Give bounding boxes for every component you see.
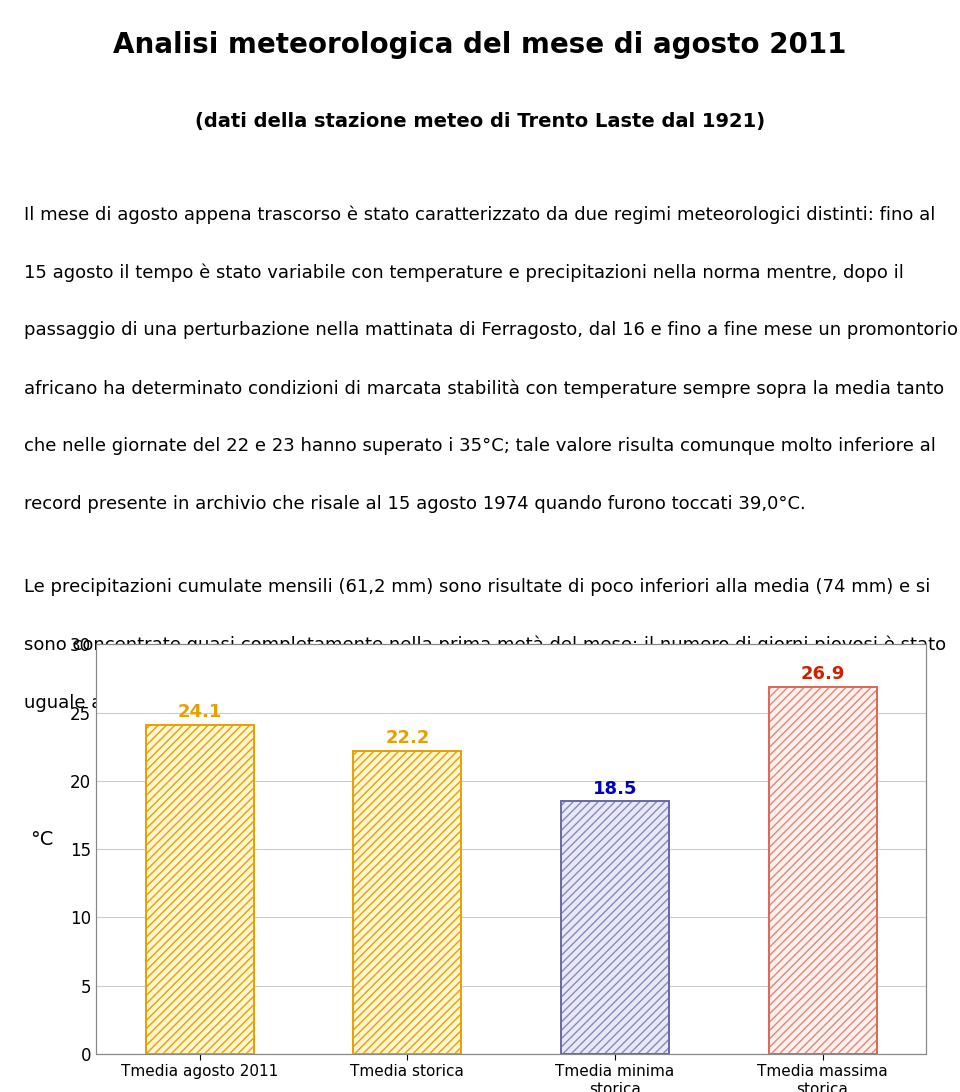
Bar (146, 725, 253, 1054)
Bar (353, 751, 462, 1054)
Bar (353, 751, 462, 1054)
Bar (146, 725, 253, 1054)
Text: 22.2: 22.2 (385, 729, 429, 747)
Text: 18.5: 18.5 (592, 780, 637, 798)
Text: africano ha determinato condizioni di marcata stabilità con temperature sempre s: africano ha determinato condizioni di ma… (24, 379, 944, 397)
Bar (561, 802, 669, 1054)
Text: passaggio di una perturbazione nella mattinata di Ferragosto, dal 16 e fino a fi: passaggio di una perturbazione nella mat… (24, 321, 958, 340)
Bar (561, 802, 669, 1054)
Bar (353, 751, 462, 1054)
Text: uguale alla media mensile che è pari a 8 giorni.: uguale alla media mensile che è pari a 8… (24, 693, 455, 712)
Text: Le precipitazioni cumulate mensili (61,2 mm) sono risultate di poco inferiori al: Le precipitazioni cumulate mensili (61,2… (24, 578, 930, 595)
Text: Analisi meteorologica del mese di agosto 2011: Analisi meteorologica del mese di agosto… (113, 32, 847, 59)
Text: (dati della stazione meteo di Trento Laste dal 1921): (dati della stazione meteo di Trento Las… (195, 112, 765, 131)
Bar (96, 644, 926, 1054)
Text: 26.9: 26.9 (801, 665, 845, 684)
Text: sono concentrate quasi completamente nella prima metà del mese; il numero di gio: sono concentrate quasi completamente nel… (24, 636, 947, 654)
Y-axis label: °C: °C (31, 830, 54, 850)
Text: 15 agosto il tempo è stato variabile con temperature e precipitazioni nella norm: 15 agosto il tempo è stato variabile con… (24, 263, 904, 282)
Text: 24.1: 24.1 (178, 703, 222, 722)
Bar (769, 687, 876, 1054)
Text: Il mese di agosto appena trascorso è stato caratterizzato da due regimi meteorol: Il mese di agosto appena trascorso è sta… (24, 205, 935, 224)
Bar (769, 687, 876, 1054)
Text: record presente in archivio che risale al 15 agosto 1974 quando furono toccati 3: record presente in archivio che risale a… (24, 495, 805, 513)
Text: che nelle giornate del 22 e 23 hanno superato i 35°C; tale valore risulta comunq: che nelle giornate del 22 e 23 hanno sup… (24, 437, 936, 455)
Bar (146, 725, 253, 1054)
Bar (561, 802, 669, 1054)
Bar (769, 687, 876, 1054)
